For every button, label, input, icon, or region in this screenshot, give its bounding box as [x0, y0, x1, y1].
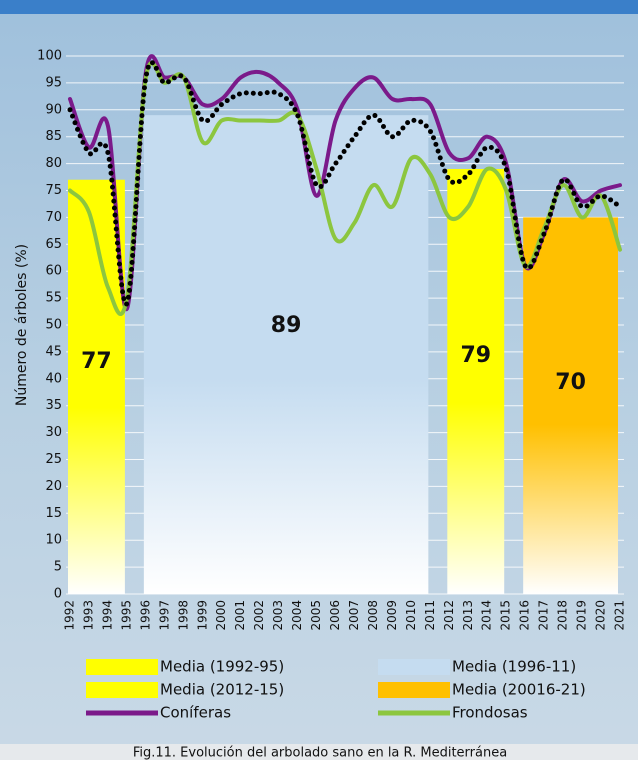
x-tick-label: 2021 [613, 600, 627, 631]
x-tick-label: 2008 [366, 600, 380, 631]
y-tick-label: 45 [45, 344, 62, 359]
x-tick-label: 2009 [385, 600, 399, 631]
y-tick-label: 80 [45, 156, 62, 171]
x-tick-label: 2019 [575, 600, 589, 631]
x-tick-label: 2016 [518, 600, 532, 631]
x-tick-label: 2020 [594, 600, 608, 631]
y-tick-label: 50 [45, 318, 62, 333]
y-tick-label: 10 [45, 533, 62, 548]
x-tick-label: 1995 [119, 600, 133, 631]
x-tick-label: 2005 [309, 600, 323, 631]
y-tick-label: 20 [45, 479, 62, 494]
x-tick-label: 2013 [461, 600, 475, 631]
legend-label: Media (1992-95) [160, 658, 284, 676]
mean-bar [523, 217, 618, 594]
x-tick-label: 1993 [81, 600, 95, 631]
y-tick-label: 60 [45, 264, 62, 279]
legend-swatch [378, 659, 450, 675]
x-tick-label: 2000 [214, 600, 228, 631]
series-line [67, 59, 623, 307]
y-tick-label: 75 [45, 183, 62, 198]
legend-label: Coníferas [160, 704, 231, 722]
x-tick-label: 1999 [195, 600, 209, 631]
chart-title: Fig.11. Evolución del arbolado sano en l… [133, 746, 507, 760]
x-tick-label: 1996 [138, 600, 152, 631]
bar-value-label: 77 [81, 349, 112, 374]
mean-bar [143, 115, 429, 595]
y-tick-label: 0 [54, 587, 62, 602]
y-axis-label: Número de árboles (%) [14, 244, 30, 406]
legend-swatch [86, 659, 158, 675]
mean-bar [447, 168, 505, 595]
x-tick-label: 2015 [499, 600, 513, 631]
y-tick-label: 90 [45, 102, 62, 117]
x-tick-label: 2018 [556, 600, 570, 631]
legend-swatch [86, 682, 158, 698]
legend-label: Media (1996-11) [452, 658, 576, 676]
x-tick-label: 2006 [328, 600, 342, 631]
x-tick-label: 2003 [271, 600, 285, 631]
y-tick-label: 70 [45, 210, 62, 225]
x-tick-label: 1992 [63, 600, 77, 631]
y-tick-label: 35 [45, 398, 62, 413]
x-tick-label: 2007 [347, 600, 361, 631]
y-tick-label: 100 [37, 49, 62, 64]
x-tick-label: 2010 [404, 600, 418, 631]
y-tick-label: 55 [45, 291, 62, 306]
x-tick-label: 2002 [252, 600, 266, 631]
y-tick-label: 85 [45, 129, 62, 144]
x-tick-label: 2001 [233, 600, 247, 631]
x-tick-label: 2011 [423, 600, 437, 631]
bar-value-label: 70 [555, 370, 586, 395]
y-tick-label: 40 [45, 371, 62, 386]
y-tick-label: 5 [54, 560, 62, 575]
x-tick-label: 1997 [157, 600, 171, 631]
legend-label: Media (20016-21) [452, 681, 586, 699]
bar-value-label: 79 [460, 343, 491, 368]
header-strip [0, 0, 638, 14]
x-tick-label: 1994 [100, 600, 114, 631]
bar-value-label: 89 [271, 313, 302, 338]
y-tick-label: 95 [45, 75, 62, 90]
legend-swatch [378, 682, 450, 698]
legend-label: Media (2012-15) [160, 681, 284, 699]
x-tick-label: 2012 [442, 600, 456, 631]
caption-strip [0, 744, 638, 760]
x-tick-label: 2017 [537, 600, 551, 631]
x-tick-label: 1998 [176, 600, 190, 631]
legend-label: Frondosas [452, 704, 528, 722]
x-tick-label: 2014 [480, 600, 494, 631]
y-tick-label: 30 [45, 425, 62, 440]
y-tick-label: 25 [45, 452, 62, 467]
x-tick-label: 2004 [290, 600, 304, 631]
y-tick-label: 15 [45, 506, 62, 521]
y-tick-label: 65 [45, 237, 62, 252]
